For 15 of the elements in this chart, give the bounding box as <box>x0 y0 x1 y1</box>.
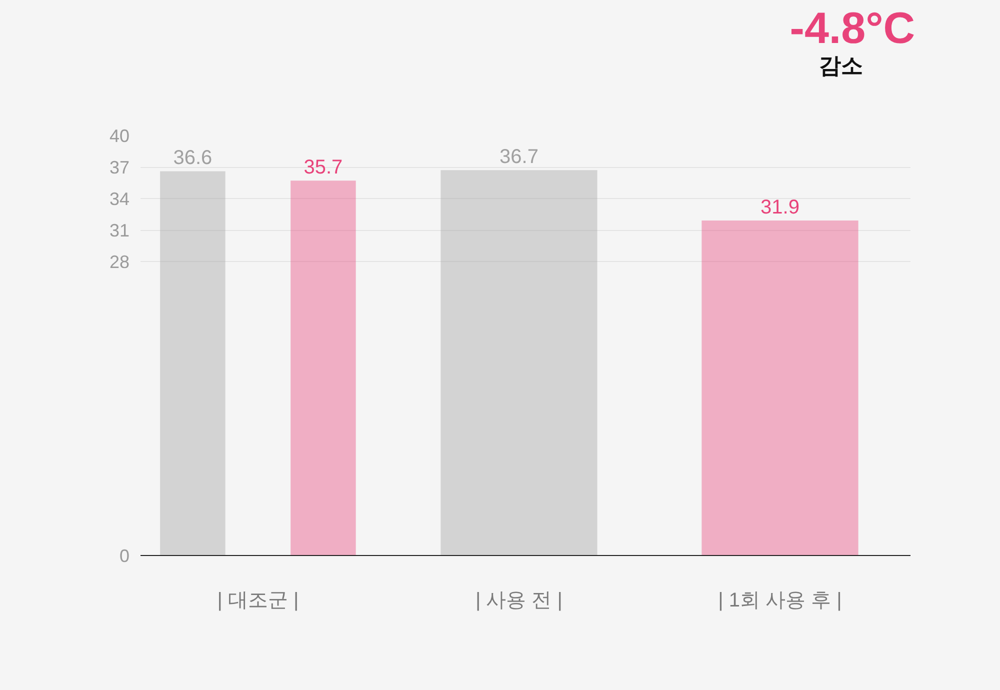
y-tick-label: 40 <box>109 126 130 146</box>
data-label: 35.7 <box>304 156 343 179</box>
y-tick-label: 37 <box>109 158 130 178</box>
data-label: 36.7 <box>500 146 538 168</box>
text: 감소 <box>818 53 863 79</box>
x-tick-label: | 대조군 | <box>217 590 299 612</box>
x-tick-label: | 사용 전 | <box>475 590 563 612</box>
y-tick-label: 0 <box>119 546 130 566</box>
data-label: 31.9 <box>760 196 800 219</box>
y-tick-label: 28 <box>109 252 130 272</box>
data-label: 36.6 <box>173 147 212 170</box>
y-tick-label: 31 <box>109 220 130 240</box>
text: -4.8°C <box>788 4 915 53</box>
x-tick-label: | 1회 사용 후 | <box>718 590 842 612</box>
y-tick-label: 34 <box>109 189 130 209</box>
